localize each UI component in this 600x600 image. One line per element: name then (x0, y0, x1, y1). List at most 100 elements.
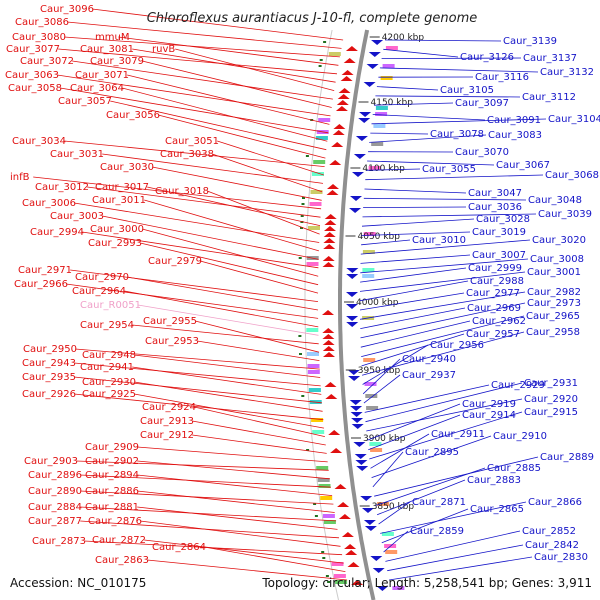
leader-line-left (142, 60, 332, 108)
gene-label-left: Caur_R0051 (80, 300, 141, 311)
accession-text: Accession: NC_010175 (10, 576, 146, 590)
leader-line-right (385, 39, 502, 42)
leader-line-right (365, 382, 523, 423)
gene-label-left: Caur_3018 (155, 186, 209, 197)
gene-label-right: Caur_2999 (468, 263, 522, 274)
leader-line-left (80, 490, 334, 505)
leader-line-left (87, 186, 321, 218)
leader-line-right (371, 435, 492, 478)
leader-line-right (387, 544, 524, 572)
functional-block (368, 166, 381, 170)
functional-block (316, 466, 329, 470)
leader-line-right (373, 102, 454, 106)
functional-block (373, 124, 386, 128)
gene-label-left: Caur_3086 (15, 17, 69, 28)
leader-line-left (207, 190, 320, 235)
functional-block (313, 160, 326, 164)
forward-gene-arrow (330, 448, 343, 453)
gene-label-left: Caur_3006 (22, 198, 76, 209)
gene-label-right: Caur_2915 (524, 407, 578, 418)
functional-block (322, 514, 335, 518)
forward-gene-arrow (344, 544, 357, 549)
leader-line-right (374, 456, 539, 497)
forward-gene-arrow (343, 58, 356, 63)
leader-line-left (134, 393, 325, 429)
leader-line-left (137, 446, 328, 463)
forward-gene-arrow (329, 160, 342, 165)
functional-block (377, 502, 390, 506)
functional-block (320, 496, 333, 500)
leader-line-left (137, 506, 338, 530)
gene-label-left: Caur_3030 (100, 162, 154, 173)
gene-label-right: Caur_2871 (412, 497, 466, 508)
functional-block (307, 352, 319, 356)
gene-label-left: Caur_2912 (140, 430, 194, 441)
leader-line-left (127, 276, 319, 311)
gene-label-left: Caur_3058 (8, 83, 62, 94)
gene-label-right: Caur_2920 (524, 394, 578, 405)
leader-line-left (147, 559, 348, 581)
gene-label-left: Caur_2863 (95, 555, 149, 566)
functional-block (308, 226, 320, 230)
gene-label-right: Caur_2965 (526, 311, 580, 322)
leader-line-left (110, 100, 327, 151)
gene-label-left: Caur_3077 (6, 44, 60, 55)
gene-label-left: Caur_2971 (18, 265, 72, 276)
functional-block (363, 358, 376, 362)
gene-label-left: Caur_2979 (148, 256, 202, 267)
leader-line-left (118, 36, 339, 66)
forward-gene-arrow (322, 328, 335, 333)
leader-line-left (124, 290, 319, 328)
gene-label-left: Caur_2864 (152, 542, 206, 553)
functional-block (315, 136, 328, 140)
leader-line-left (74, 376, 322, 404)
leader-line-right (359, 280, 469, 302)
forward-gene-arrow (327, 184, 339, 189)
gene-label-left: Caur_3003 (50, 211, 104, 222)
gene-label-left: Caur_2970 (75, 272, 129, 283)
gene-label-left: Caur_2966 (14, 279, 68, 290)
gene-label-right: Caur_3132 (540, 67, 594, 78)
gene-feature-track (298, 40, 405, 591)
leader-line-left (74, 362, 321, 387)
leader-line-right (361, 218, 475, 227)
gene-label-left: Caur_3017 (95, 182, 149, 193)
leader-line-right (363, 206, 467, 208)
gene-label-right: Caur_3001 (527, 267, 581, 278)
gene-label-left: Caur_3031 (50, 149, 104, 160)
leader-line-right (389, 556, 533, 581)
reverse-gene-arrow (354, 454, 367, 459)
leader-line-left (142, 228, 319, 277)
leader-line-left (122, 87, 328, 142)
leader-line-left (64, 140, 325, 167)
leader-line-right (368, 414, 461, 451)
reverse-gene-arrow (346, 322, 359, 327)
gene-label-left: Caur_2948 (82, 350, 136, 361)
leader-line-left (212, 153, 323, 193)
leader-line-left (75, 348, 320, 370)
gene-label-right: Caur_2911 (431, 429, 485, 440)
kbp-label: 4200 kbp (382, 33, 425, 43)
gene-label-left: Caur_2941 (80, 362, 134, 373)
functional-block (385, 550, 398, 554)
leader-line-right (375, 95, 521, 98)
leader-line-left (152, 166, 322, 201)
gene-label-right: Caur_3097 (455, 98, 509, 109)
track-tick (319, 59, 323, 61)
gene-label-left: Caur_3000 (90, 224, 144, 235)
functional-block (311, 418, 324, 422)
leader-line-right (365, 174, 544, 181)
functional-block (331, 562, 344, 566)
gene-label-right: Caur_3139 (503, 36, 557, 47)
reverse-gene-arrow (364, 526, 377, 531)
track-tick (302, 197, 305, 199)
gene-label-right: Caur_3067 (496, 160, 550, 171)
gene-label-right: Caur_2940 (402, 354, 456, 365)
gene-labels: Caur_3096 Caur_3086 Caur_3080 mmuM Caur_3077… (5, 4, 600, 566)
reverse-gene-arrow (346, 268, 359, 273)
leader-line-left (102, 153, 324, 184)
gene-label-right: Caur_3104 (548, 114, 600, 125)
functional-block (362, 250, 375, 254)
gene-label-right: Caur_2962 (472, 316, 526, 327)
